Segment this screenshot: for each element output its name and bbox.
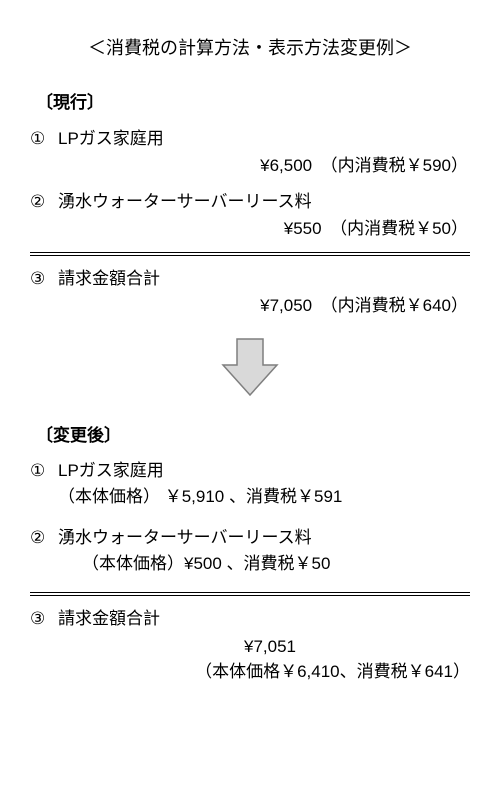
before-heading: 〔現行〕 [30,90,470,116]
page-title: ＜消費税の計算方法・表示方法変更例＞ [30,35,470,62]
item-label: 湧水ウォーターサーバーリース料 [58,189,470,215]
item-amount: （本体価格）¥500 、消費税￥50 [58,551,470,577]
after-section: 〔変更後〕 ① LPガス家庭用 （本体価格） ￥5,910 、消費税￥591 ②… [30,423,470,685]
double-rule [30,252,470,256]
circled-number: ① [30,458,58,484]
total-label: 請求金額合計 [58,606,470,632]
item-amount: ¥6,500 （内消費税￥590） [30,153,470,179]
total-label: 請求金額合計 [58,266,470,292]
circled-number: ③ [30,606,58,632]
item-label: LPガス家庭用 [58,458,470,484]
total-amount-2: （本体価格￥6,410、消費税￥641） [30,659,470,685]
total-amount-1: ¥7,051 [30,634,470,660]
before-item-1: ① LPガス家庭用 [30,126,470,152]
down-arrow-icon [30,333,470,403]
circled-number: ③ [30,266,58,292]
circled-number: ② [30,525,58,551]
item-label: 湧水ウォーターサーバーリース料 [58,525,470,551]
circled-number: ① [30,126,58,152]
after-total: ③ 請求金額合計 [30,606,470,632]
after-heading: 〔変更後〕 [30,423,470,449]
after-item-1: ① LPガス家庭用 （本体価格） ￥5,910 、消費税￥591 [30,458,470,519]
before-section: 〔現行〕 ① LPガス家庭用 ¥6,500 （内消費税￥590） ② 湧水ウォー… [30,90,470,319]
item-amount: ¥550 （内消費税￥50） [30,216,470,242]
item-amount: （本体価格） ￥5,910 、消費税￥591 [58,484,470,510]
double-rule [30,592,470,596]
total-amount: ¥7,050 （内消費税￥640） [30,293,470,319]
circled-number: ② [30,189,58,215]
after-item-2: ② 湧水ウォーターサーバーリース料 （本体価格）¥500 、消費税￥50 [30,525,470,586]
before-total: ③ 請求金額合計 [30,266,470,292]
before-item-2: ② 湧水ウォーターサーバーリース料 [30,189,470,215]
item-label: LPガス家庭用 [58,126,470,152]
